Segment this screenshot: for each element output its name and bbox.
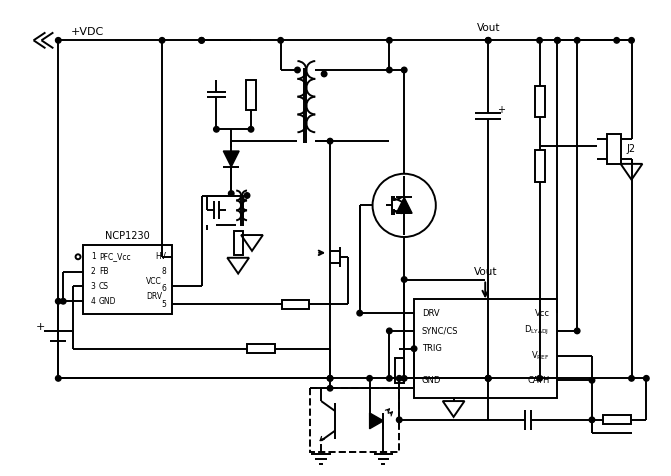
Circle shape [228, 191, 234, 196]
Circle shape [327, 386, 333, 391]
Circle shape [386, 328, 392, 334]
Circle shape [199, 38, 205, 43]
Text: SYNC/CS: SYNC/CS [422, 327, 458, 336]
Text: 5: 5 [161, 300, 166, 309]
Circle shape [537, 38, 542, 43]
Text: HV: HV [155, 252, 166, 261]
Circle shape [643, 376, 649, 381]
Text: VCC: VCC [146, 277, 162, 286]
Text: CS: CS [99, 282, 109, 291]
Bar [83, 245, 172, 314]
Circle shape [295, 67, 300, 73]
Text: V$_{\mathregular{REF}}$: V$_{\mathregular{REF}}$ [531, 349, 550, 362]
Circle shape [574, 328, 580, 334]
Bar [282, 300, 309, 308]
Text: Vout: Vout [476, 23, 500, 33]
Circle shape [555, 38, 560, 43]
Circle shape [248, 127, 254, 132]
Text: D$_{\mathregular{LYADJ}}$: D$_{\mathregular{LYADJ}}$ [524, 324, 550, 337]
Circle shape [278, 38, 283, 43]
Text: +: + [497, 105, 505, 115]
Text: GND: GND [99, 297, 116, 306]
Bar [535, 86, 545, 118]
Circle shape [485, 38, 491, 43]
Circle shape [629, 38, 634, 43]
Bar [310, 388, 399, 453]
Text: DRV: DRV [146, 292, 162, 301]
Circle shape [485, 376, 491, 381]
Circle shape [397, 417, 402, 423]
Circle shape [411, 346, 417, 351]
Bar [395, 358, 404, 383]
Text: GND: GND [422, 376, 442, 385]
Circle shape [244, 193, 250, 198]
Text: Vout: Vout [474, 267, 497, 277]
Circle shape [56, 38, 61, 43]
Bar [603, 416, 631, 424]
Circle shape [629, 376, 634, 381]
Circle shape [56, 376, 61, 381]
Circle shape [327, 376, 333, 381]
Bar [414, 299, 558, 398]
Text: 2: 2 [91, 267, 96, 276]
Bar [234, 230, 243, 255]
Bar [247, 344, 274, 353]
Circle shape [401, 376, 407, 381]
Text: J2: J2 [627, 144, 635, 154]
Circle shape [327, 376, 333, 381]
Polygon shape [370, 413, 383, 429]
Polygon shape [397, 198, 412, 213]
Circle shape [159, 38, 165, 43]
Text: 1: 1 [91, 252, 96, 261]
Circle shape [386, 67, 392, 73]
Circle shape [485, 376, 491, 381]
Circle shape [614, 38, 619, 43]
Circle shape [589, 417, 595, 423]
Text: +VDC: +VDC [71, 28, 105, 38]
Circle shape [574, 38, 580, 43]
Circle shape [397, 376, 402, 381]
Text: FB: FB [99, 267, 108, 276]
Circle shape [199, 38, 205, 43]
Circle shape [485, 38, 491, 43]
Text: TRIG: TRIG [422, 344, 442, 353]
Bar [246, 80, 256, 109]
Circle shape [537, 376, 542, 381]
Circle shape [321, 71, 327, 77]
Circle shape [555, 38, 560, 43]
Circle shape [386, 376, 392, 381]
Text: CATH: CATH [527, 376, 550, 385]
Circle shape [589, 377, 595, 383]
Bar [535, 150, 545, 182]
Circle shape [60, 298, 66, 304]
Circle shape [357, 310, 362, 316]
Text: DRV: DRV [422, 308, 440, 317]
Text: 6: 6 [161, 284, 166, 293]
Text: 3: 3 [91, 282, 96, 291]
Text: 4: 4 [91, 297, 96, 306]
Bar [607, 134, 621, 164]
Text: PFC_Vcc: PFC_Vcc [99, 252, 130, 261]
Circle shape [56, 298, 61, 304]
Circle shape [327, 139, 333, 144]
Circle shape [386, 38, 392, 43]
Circle shape [485, 376, 491, 381]
Circle shape [401, 277, 407, 282]
Circle shape [401, 67, 407, 73]
Polygon shape [223, 151, 239, 167]
Text: 8: 8 [161, 267, 166, 276]
Text: +: + [36, 322, 45, 332]
Text: NCP1230: NCP1230 [105, 231, 150, 241]
Circle shape [367, 376, 372, 381]
Text: Vcc: Vcc [535, 308, 550, 317]
Circle shape [213, 127, 219, 132]
